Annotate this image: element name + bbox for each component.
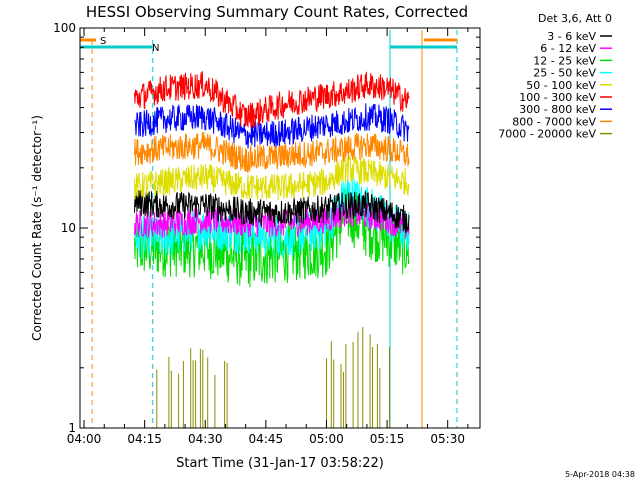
y-tick-label: 100 [53,21,76,35]
x-tick-label: 05:30 [430,432,465,446]
footer-date: 5-Apr-2018 04:38 [565,470,635,479]
y-axis-label: Corrected Count Rate (s⁻¹ detector⁻¹) [30,115,44,341]
legend-label: 50 - 100 keV [526,79,596,92]
legend-label: 300 - 800 keV [519,103,596,116]
x-axis-label: Start Time (31-Jan-17 03:58:22) [176,456,384,471]
legend-label: 12 - 25 keV [533,54,596,67]
legend-label: 7000 - 20000 keV [498,128,596,141]
series-line-100-300-kev [134,71,410,129]
y-tick-label: 10 [61,221,76,235]
legend-label: 800 - 7000 keV [512,115,596,128]
x-tick-label: 04:00 [67,432,102,446]
series-line-300-800-kev [134,103,410,149]
series-line-7000-20000-kev [156,326,390,428]
series-line-800-7000-kev [134,131,410,173]
legend-label: 25 - 50 keV [533,67,596,80]
legend-header: Det 3,6, Att 0 [538,12,612,25]
x-tick-label: 05:15 [370,432,405,446]
saa-label: S [100,36,106,47]
legend-label: 100 - 300 keV [519,91,596,104]
series-group [134,71,410,428]
legend-label: 6 - 12 keV [540,42,596,55]
series-line-50-100-kev [134,155,410,201]
series-line-3-6-kev [134,189,410,234]
night-label: N [152,43,159,54]
y-tick-label: 1 [68,421,76,435]
legend-label: 3 - 6 keV [547,30,596,43]
x-tick-label: 04:15 [127,432,162,446]
chart-title: HESSI Observing Summary Count Rates, Cor… [86,3,468,21]
y-axis: 1 10 100 [53,21,480,435]
x-tick-label: 05:00 [309,432,344,446]
x-tick-label: 04:45 [249,432,284,446]
x-tick-label: 04:30 [188,432,223,446]
x-axis: 04:00 04:15 04:30 04:45 05:00 05:15 05:30 [67,28,469,446]
